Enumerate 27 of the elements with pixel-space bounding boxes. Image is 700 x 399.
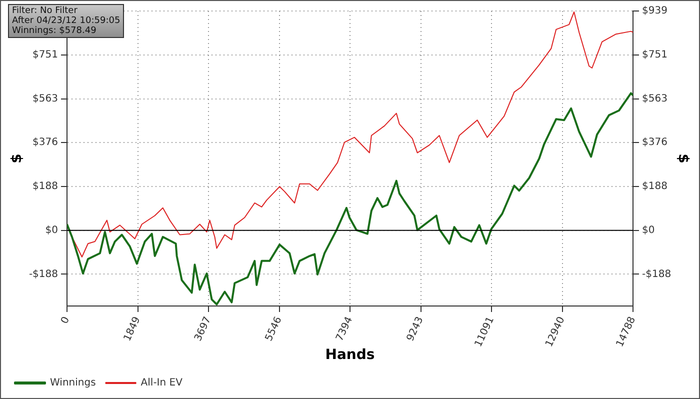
x-tick-label: 7394 (334, 315, 356, 343)
x-tick-label: 9243 (405, 315, 426, 343)
y-tick-label: $376 (32, 137, 58, 148)
y2-tick-label: $563 (642, 93, 668, 104)
x-tick-label: 0 (59, 315, 72, 326)
y-axis-title: $ (9, 154, 26, 164)
y-tick-label: -$188 (28, 268, 58, 280)
x-tick-label: 3697 (192, 315, 214, 343)
y2-tick-label: $0 (642, 224, 655, 236)
legend-label: Winnings (50, 378, 96, 389)
x-axis-title: Hands (325, 347, 375, 364)
annotation: Filter: No Filter (12, 6, 78, 16)
y2-axis-title: $ (674, 154, 691, 164)
annotation: Winnings: $578.49 (12, 26, 98, 36)
annotation: After 04/23/12 10:59:05 (12, 16, 120, 26)
y-tick-label: $0 (45, 224, 58, 236)
y-tick-label: $751 (32, 50, 58, 61)
x-tick-label: 1849 (122, 315, 143, 343)
x-tick-label: 5546 (264, 315, 284, 343)
y2-tick-label: $376 (642, 137, 668, 148)
y2-tick-label: -$188 (642, 268, 672, 280)
y2-tick-label: $751 (642, 50, 668, 61)
y2-tick-label: $188 (642, 181, 668, 192)
y-tick-label: $563 (32, 93, 58, 104)
y2-tick-label: $939 (642, 6, 668, 17)
legend-label: All-In EV (140, 378, 183, 389)
y-tick-label: $188 (32, 181, 58, 192)
